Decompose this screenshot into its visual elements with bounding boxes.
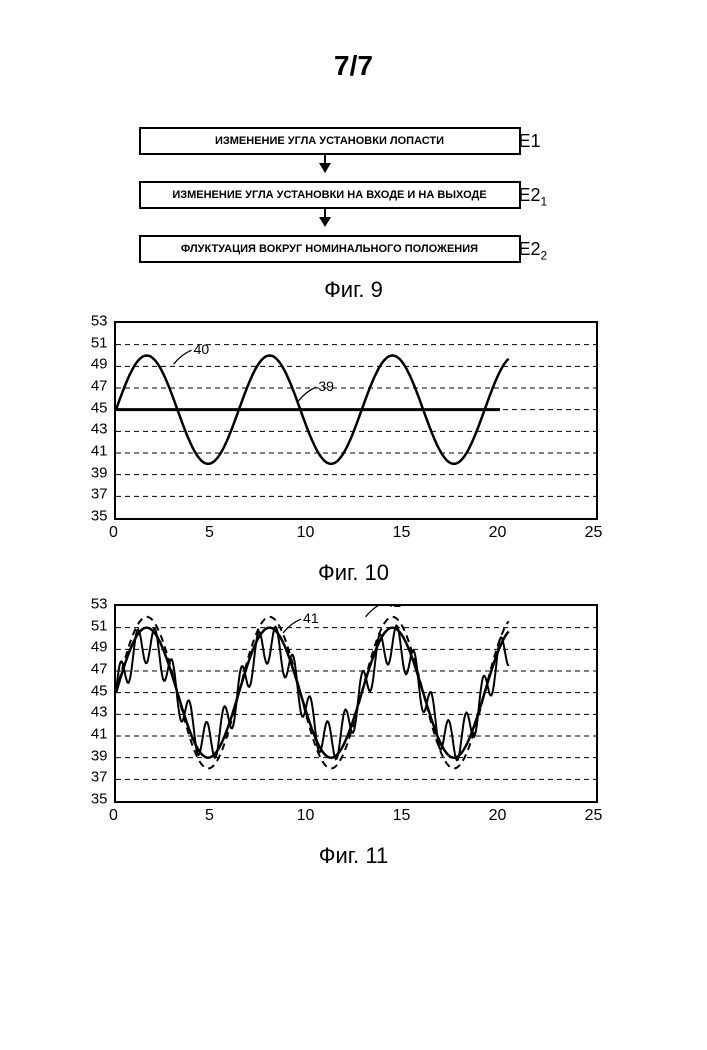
x-tick-label: 20 bbox=[489, 524, 507, 542]
y-tick-label: 43 bbox=[78, 421, 108, 438]
callout-leader bbox=[365, 606, 383, 617]
y-tick-label: 47 bbox=[78, 661, 108, 678]
x-tick-label: 5 bbox=[205, 524, 214, 542]
x-tick-label: 10 bbox=[297, 807, 315, 825]
x-tick-label: 0 bbox=[109, 807, 118, 825]
y-tick-label: 45 bbox=[78, 399, 108, 416]
flow-box-2: ИЗМЕНЕНИЕ УГЛА УСТАНОВКИ НА ВХОДЕ И НА В… bbox=[139, 181, 521, 209]
x-tick-label: 0 bbox=[109, 524, 118, 542]
callout-label-41: 41 bbox=[303, 610, 319, 626]
chart11-xticks: 0510152025 bbox=[114, 807, 594, 829]
y-tick-label: 49 bbox=[78, 639, 108, 656]
fig10-caption: Фиг. 10 bbox=[0, 560, 707, 586]
y-tick-label: 51 bbox=[78, 334, 108, 351]
flow-label-e21: E21 bbox=[519, 185, 548, 209]
y-tick-label: 39 bbox=[78, 747, 108, 764]
flow-step-1: ИЗМЕНЕНИЕ УГЛА УСТАНОВКИ ЛОПАСТИ E1 bbox=[139, 127, 569, 155]
x-tick-label: 5 bbox=[205, 807, 214, 825]
y-tick-label: 51 bbox=[78, 617, 108, 634]
x-tick-label: 15 bbox=[393, 807, 411, 825]
callout-label-40: 40 bbox=[193, 341, 209, 357]
chart11-box: 41 42 bbox=[114, 604, 598, 803]
y-tick-label: 49 bbox=[78, 356, 108, 373]
callout-label-39: 39 bbox=[318, 378, 334, 394]
x-tick-label: 10 bbox=[297, 524, 315, 542]
y-tick-label: 37 bbox=[78, 769, 108, 786]
chart11-svg: 41 42 bbox=[116, 606, 596, 801]
y-tick-label: 45 bbox=[78, 682, 108, 699]
y-tick-label: 35 bbox=[78, 508, 108, 525]
flow-step-3: ФЛУКТУАЦИЯ ВОКРУГ НОМИНАЛЬНОГО ПОЛОЖЕНИЯ… bbox=[139, 235, 569, 263]
callout-leader bbox=[173, 350, 191, 364]
x-tick-label: 20 bbox=[489, 807, 507, 825]
flow-box-1: ИЗМЕНЕНИЕ УГЛА УСТАНОВКИ ЛОПАСТИ bbox=[139, 127, 521, 155]
x-tick-label: 15 bbox=[393, 524, 411, 542]
y-tick-label: 47 bbox=[78, 378, 108, 395]
fig9-caption: Фиг. 9 bbox=[0, 277, 707, 303]
flow-label-e22: E22 bbox=[519, 239, 548, 263]
y-tick-label: 41 bbox=[78, 443, 108, 460]
fig11-caption: Фиг. 11 bbox=[0, 843, 707, 869]
flowchart-fig9: ИЗМЕНЕНИЕ УГЛА УСТАНОВКИ ЛОПАСТИ E1 ИЗМЕ… bbox=[139, 127, 569, 263]
flow-step-2: ИЗМЕНЕНИЕ УГЛА УСТАНОВКИ НА ВХОДЕ И НА В… bbox=[139, 181, 569, 209]
y-tick-label: 39 bbox=[78, 464, 108, 481]
arrow-2 bbox=[319, 217, 331, 227]
x-tick-label: 25 bbox=[585, 807, 603, 825]
flow-label-e1: E1 bbox=[519, 131, 541, 152]
page-number: 7/7 bbox=[0, 50, 707, 82]
y-tick-label: 35 bbox=[78, 791, 108, 808]
chart10-xticks: 0510152025 bbox=[114, 524, 594, 546]
y-tick-label: 43 bbox=[78, 704, 108, 721]
arrow-1 bbox=[319, 163, 331, 173]
chart-fig10: 4039 35373941434547495153 bbox=[114, 321, 594, 520]
chart-fig11: 4142 35373941434547495153 bbox=[114, 604, 594, 803]
y-tick-label: 41 bbox=[78, 726, 108, 743]
chart10-svg: 40 39 bbox=[116, 323, 596, 518]
callout-leader bbox=[298, 387, 316, 401]
callout-leader bbox=[283, 619, 301, 633]
chart10-box: 40 39 bbox=[114, 321, 598, 520]
flow-box-3: ФЛУКТУАЦИЯ ВОКРУГ НОМИНАЛЬНОГО ПОЛОЖЕНИЯ bbox=[139, 235, 521, 263]
y-tick-label: 53 bbox=[78, 596, 108, 613]
y-tick-label: 37 bbox=[78, 486, 108, 503]
callout-label-42: 42 bbox=[385, 606, 401, 610]
x-tick-label: 25 bbox=[585, 524, 603, 542]
y-tick-label: 53 bbox=[78, 313, 108, 330]
